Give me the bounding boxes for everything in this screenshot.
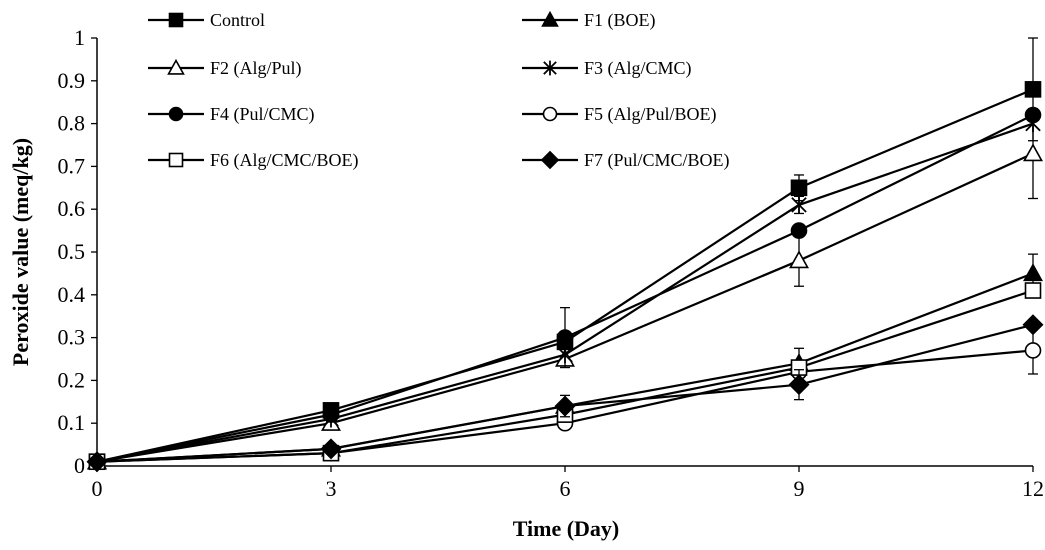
legend-item: F4 (Pul/CMC) [148, 104, 315, 125]
series-layer [86, 37, 1044, 473]
legend: Control F1 (BOE) F2 (Alg/Pul) F3 (Alg/CMC) F… [148, 10, 730, 171]
y-tick-label: 0.6 [58, 196, 86, 221]
data-point [554, 395, 576, 417]
x-tick-label: 9 [794, 476, 805, 501]
legend-item: Control [148, 10, 265, 30]
legend-item: F1 (BOE) [522, 10, 656, 31]
y-tick-label: 0.4 [58, 282, 86, 307]
legend-item: F5 (Alg/Pul/BOE) [522, 104, 717, 125]
legend-item: F7 (Pul/CMC/BOE) [522, 150, 730, 171]
data-point [791, 196, 807, 214]
y-tick-label: 0 [74, 453, 85, 478]
data-point [1024, 106, 1042, 124]
x-axis-title: Time (Day) [513, 516, 620, 541]
legend-marker [543, 60, 557, 76]
legend-label: F6 (Alg/CMC/BOE) [210, 150, 359, 171]
legend-label: F3 (Alg/CMC) [584, 58, 692, 79]
legend-marker [167, 58, 185, 75]
x-tick-label: 3 [326, 476, 337, 501]
legend-item: F6 (Alg/CMC/BOE) [148, 150, 359, 171]
data-point [1023, 143, 1043, 162]
y-tick-label: 0.1 [58, 410, 86, 435]
legend-label: Control [210, 10, 265, 30]
data-point [789, 250, 809, 269]
legend-marker [168, 152, 184, 168]
y-tick-label: 0.9 [58, 68, 86, 93]
data-point [556, 329, 574, 346]
legend-label: F2 (Alg/Pul) [210, 58, 302, 79]
data-point [1024, 342, 1042, 359]
data-point [1023, 263, 1043, 282]
legend-marker [542, 106, 558, 122]
legend-label: F4 (Pul/CMC) [210, 104, 315, 125]
legend-item: F3 (Alg/CMC) [522, 58, 692, 79]
data-point [790, 222, 808, 239]
y-tick-label: 0.8 [58, 111, 86, 136]
data-point [788, 374, 810, 396]
data-point [86, 451, 108, 473]
data-point [320, 438, 342, 460]
legend-item: F2 (Alg/Pul) [148, 58, 302, 79]
y-tick-label: 1 [74, 25, 85, 50]
axes: 0 0.1 0.2 0.3 0.4 0.5 0.6 0.7 0.8 0.9 1 0 3 6 9 12 [58, 25, 1045, 501]
data-point [1022, 314, 1044, 336]
legend-marker [168, 12, 184, 28]
legend-marker [168, 106, 184, 122]
y-tick-label: 0.3 [58, 325, 86, 350]
x-tick-label: 12 [1022, 476, 1044, 501]
x-tick-label: 0 [92, 476, 103, 501]
data-point [790, 179, 808, 197]
y-tick-label: 0.7 [58, 153, 86, 178]
legend-marker [540, 150, 560, 170]
y-tick-label: 0.2 [58, 367, 86, 392]
data-point [322, 406, 340, 423]
series-8 [86, 314, 1044, 473]
legend-label: F1 (BOE) [584, 10, 656, 31]
data-point [1024, 282, 1042, 299]
legend-marker [541, 10, 559, 27]
y-axis-title: Peroxide value (meq/kg) [8, 138, 33, 366]
data-point [1024, 81, 1042, 98]
x-tick-label: 6 [560, 476, 571, 501]
legend-label: F5 (Alg/Pul/BOE) [584, 104, 717, 125]
y-tick-label: 0.5 [58, 239, 86, 264]
legend-label: F7 (Pul/CMC/BOE) [584, 150, 730, 171]
